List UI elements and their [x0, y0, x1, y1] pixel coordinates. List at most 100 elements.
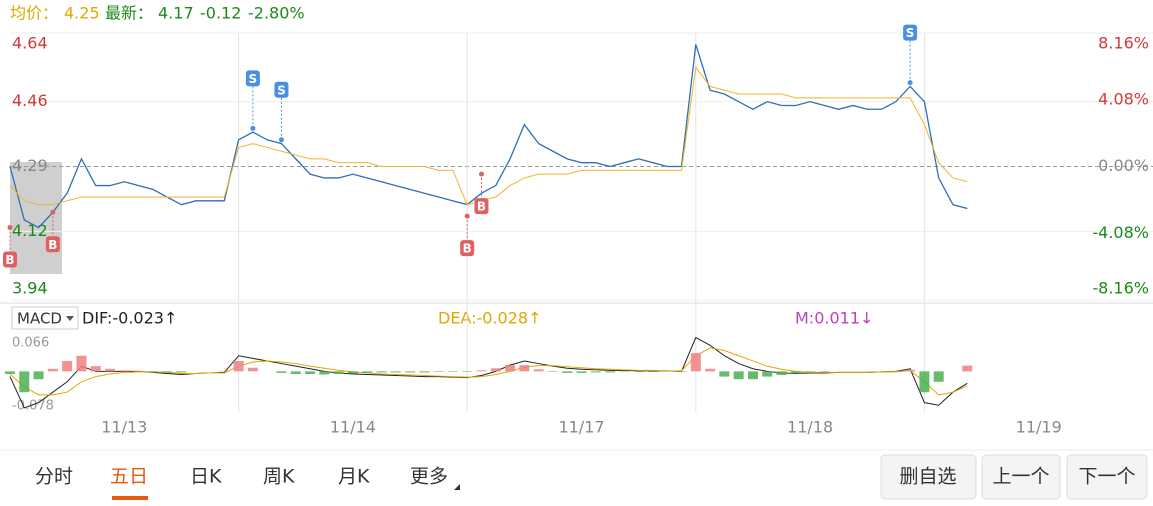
x-tick-label: 11/17 — [558, 418, 604, 437]
trade-label: B — [463, 242, 472, 256]
trade-point — [464, 213, 470, 219]
button-label[interactable]: 删自选 — [899, 466, 956, 488]
trade-label: B — [48, 238, 57, 252]
trade-badge — [460, 240, 475, 257]
trade-label: S — [277, 83, 286, 97]
tab[interactable]: 月K — [338, 466, 370, 488]
trade-point — [250, 125, 256, 131]
button[interactable] — [880, 454, 977, 500]
histogram-bar — [105, 368, 116, 372]
trade-point — [7, 225, 13, 231]
histogram-bar — [905, 369, 916, 372]
histogram-bar — [362, 371, 373, 373]
y-tick-label: 4.46 — [12, 91, 48, 110]
histogram-bar — [33, 371, 44, 380]
histogram-bar — [933, 371, 944, 382]
histogram-bar — [805, 371, 816, 372]
button-label[interactable]: 下一个 — [1078, 466, 1135, 488]
histogram-bar — [962, 365, 973, 372]
histogram-bar — [390, 371, 401, 373]
histogram-bar — [76, 355, 87, 372]
tab-active[interactable]: 五日 — [110, 466, 148, 488]
y-tick-label: -0.078 — [12, 399, 54, 414]
button[interactable] — [981, 454, 1061, 500]
tab[interactable]: 更多 — [410, 466, 448, 488]
histogram-bar — [62, 360, 73, 372]
histogram-bar — [333, 371, 344, 374]
histogram-bar — [276, 371, 287, 373]
histogram-bar — [533, 369, 544, 372]
x-tick-label: 11/13 — [101, 418, 147, 437]
trade-badge — [245, 70, 260, 87]
trade-label: B — [5, 253, 14, 267]
histogram-bar — [476, 370, 487, 372]
histogram-bar — [405, 371, 416, 373]
histogram-bar — [633, 371, 644, 372]
histogram-bar — [790, 371, 801, 374]
histogram-bar — [47, 368, 58, 372]
y2-tick-label: 4.08% — [1098, 89, 1149, 108]
histogram-bar — [433, 371, 444, 372]
histogram-bar — [576, 371, 587, 373]
trade-point — [478, 171, 484, 177]
macd-line — [9, 347, 968, 396]
button[interactable] — [1066, 454, 1148, 500]
indicator-name[interactable]: MACD — [17, 310, 62, 328]
trade-point — [907, 80, 913, 86]
tab[interactable]: 日K — [190, 466, 222, 488]
y2-tick-label: -4.08% — [1092, 223, 1149, 242]
histogram-bar — [319, 371, 330, 375]
y-tick-label: 4.64 — [12, 34, 48, 53]
histogram-bar — [462, 371, 473, 372]
dif-label: DIF:-0.023↑ — [82, 309, 177, 328]
avg-value: 4.25 — [64, 4, 100, 23]
histogram-bar — [733, 371, 744, 380]
histogram-bar — [19, 371, 30, 393]
histogram-bar — [133, 370, 144, 372]
x-tick-label: 11/14 — [330, 418, 376, 437]
histogram-bar — [547, 371, 558, 372]
histogram-bar — [376, 371, 387, 373]
histogram-bar — [919, 371, 930, 393]
histogram-bar — [590, 371, 601, 373]
last-label: 最新： — [105, 4, 153, 23]
trade-badge — [903, 24, 918, 41]
histogram-bar — [119, 370, 130, 372]
m-label: M:0.011↓ — [795, 309, 873, 328]
y2-tick-label: -8.16% — [1092, 279, 1149, 298]
histogram-bar — [490, 368, 501, 372]
button-label[interactable]: 上一个 — [992, 466, 1049, 488]
dropdown-arrow — [66, 316, 74, 321]
histogram-bar — [719, 371, 730, 377]
trade-badge — [3, 251, 17, 268]
histogram-bar — [233, 360, 244, 372]
tab[interactable]: 周K — [263, 466, 295, 488]
y-tick-label: 4.12 — [12, 221, 48, 240]
tab-underline — [112, 496, 148, 500]
avg-label: 均价： — [10, 4, 58, 23]
histogram-bar — [90, 366, 101, 372]
histogram-bar — [162, 371, 173, 373]
histogram-bar — [5, 371, 15, 374]
more-arrow — [454, 484, 460, 490]
histogram-bar — [519, 365, 530, 372]
y-tick-label: 0.066 — [12, 336, 49, 351]
indicator-select[interactable] — [11, 306, 79, 330]
histogram-bar — [705, 368, 716, 372]
histogram-bar — [819, 371, 830, 372]
price-line — [9, 66, 968, 206]
histogram-bar — [619, 371, 630, 372]
trade-point — [50, 209, 56, 215]
histogram-bar — [219, 370, 230, 372]
y2-tick-label: 8.16% — [1098, 34, 1149, 53]
histogram-bar — [419, 371, 430, 373]
histogram-bar — [690, 353, 701, 372]
trade-label: S — [249, 72, 258, 86]
histogram-bar — [776, 371, 787, 376]
histogram-bar — [176, 371, 187, 373]
macd-line — [9, 336, 968, 409]
trade-point — [278, 137, 284, 143]
tab[interactable]: 分时 — [35, 466, 73, 488]
y2-tick-label: 0.00% — [1098, 156, 1149, 175]
